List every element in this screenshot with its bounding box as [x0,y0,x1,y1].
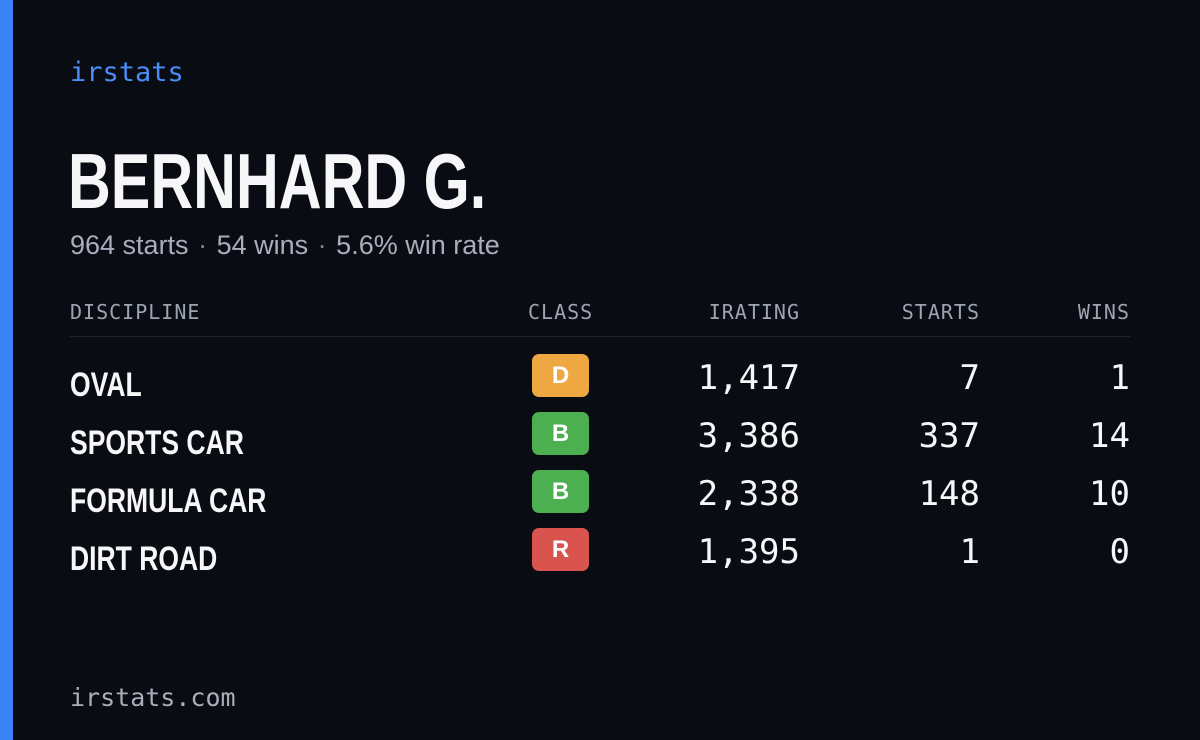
accent-bar [0,0,13,740]
column-header-starts: STARTS [901,300,980,324]
discipline-name: SPORTS CAR [70,424,244,462]
irating-value: 2,338 [697,474,800,514]
column-header-class: CLASS [528,300,594,324]
discipline-name: OVAL [70,366,142,404]
license-class-badge: B [532,470,589,513]
summary-separator: · [317,230,327,260]
irating-value: 1,395 [697,532,800,572]
wins-value: 10 [1089,474,1130,514]
license-class-badge: D [532,354,589,397]
irating-value: 1,417 [697,358,800,398]
column-header-wins: WINS [1077,300,1130,324]
table-row: DIRT ROAD R 1,395 1 0 [0,528,1200,586]
column-header-irating: IRATING [708,300,800,324]
irating-value: 3,386 [697,416,800,456]
summary-separator: · [198,230,208,260]
table-row: OVAL D 1,417 7 1 [0,354,1200,412]
column-header-discipline: DISCIPLINE [70,300,201,324]
wins-value: 1 [1109,358,1130,398]
wins-value: 0 [1109,532,1130,572]
footer-domain: irstats.com [70,683,236,712]
starts-value: 1 [959,532,980,572]
driver-summary: 964 starts · 54 wins · 5.6% win rate [70,228,500,262]
win-rate-summary: 5.6% win rate [336,230,500,260]
brand-logo-text: irstats [70,57,184,88]
starts-value: 7 [959,358,980,398]
starts-value: 337 [918,416,980,456]
starts-value: 148 [918,474,980,514]
table-row: FORMULA CAR B 2,338 148 10 [0,470,1200,528]
driver-name: BERNHARD G. [68,137,487,225]
starts-summary: 964 starts [70,230,189,260]
license-class-badge: B [532,412,589,455]
discipline-name: FORMULA CAR [70,482,267,520]
wins-value: 14 [1089,416,1130,456]
discipline-name: DIRT ROAD [70,540,218,578]
wins-summary: 54 wins [216,230,309,260]
table-row: SPORTS CAR B 3,386 337 14 [0,412,1200,470]
header-divider [70,336,1130,337]
license-class-badge: R [532,528,589,571]
